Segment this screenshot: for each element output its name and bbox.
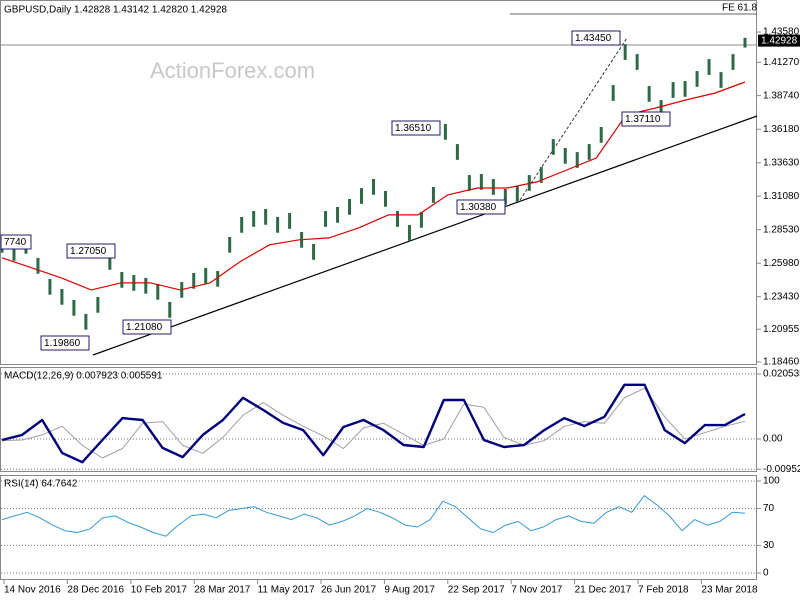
x-tick-label: 7 Feb 2018 bbox=[638, 585, 689, 596]
annotation: 1.27050 bbox=[70, 246, 107, 257]
price-panel bbox=[0, 0, 757, 365]
x-tick-label: 28 Dec 2016 bbox=[67, 585, 124, 596]
x-tick-label: 7 Nov 2017 bbox=[511, 585, 563, 596]
rsi-title: RSI(14) 64.7642 bbox=[4, 479, 78, 490]
y-tick-label: 1.31080 bbox=[763, 191, 800, 202]
y-tick-label: 0.00 bbox=[763, 434, 783, 445]
y-tick-label: 1.20955 bbox=[763, 324, 800, 335]
annotation: 1.36510 bbox=[395, 123, 432, 134]
annotation: 1.37110 bbox=[625, 114, 661, 125]
x-tick-label: 28 Mar 2017 bbox=[194, 585, 251, 596]
x-tick-label: 26 Jun 2017 bbox=[321, 585, 376, 596]
annotation: 1.19860 bbox=[44, 338, 81, 349]
moving-average bbox=[1, 81, 746, 291]
y-tick-label: 100 bbox=[763, 476, 780, 487]
x-tick-label: 23 Mar 2018 bbox=[701, 585, 758, 596]
y-tick-label: 1.23430 bbox=[763, 291, 800, 302]
annotation: 7740 bbox=[4, 237, 27, 248]
annotation-box bbox=[40, 335, 90, 351]
annotation-box bbox=[571, 30, 621, 46]
y-tick-label: 1.18460 bbox=[763, 357, 800, 368]
annotation-box bbox=[0, 234, 32, 250]
last-price-box bbox=[758, 34, 800, 47]
x-tick-label: 22 Sep 2017 bbox=[448, 585, 505, 596]
annotation-box bbox=[391, 120, 441, 136]
annotation-box bbox=[456, 199, 506, 215]
x-tick-label: 10 Feb 2017 bbox=[131, 585, 188, 596]
last-price-label: 1.42928 bbox=[761, 35, 798, 46]
y-tick-label: 1.43580 bbox=[763, 27, 800, 38]
y-tick-label: 0.020535 bbox=[763, 369, 800, 380]
annotation: 1.21080 bbox=[126, 322, 163, 333]
annotation-box bbox=[122, 319, 172, 335]
y-tick-label: 0 bbox=[763, 568, 769, 579]
annotation-box bbox=[66, 243, 116, 259]
annotation: 1.30380 bbox=[460, 202, 497, 213]
y-tick-label: 1.28530 bbox=[763, 224, 800, 235]
x-tick-label: 11 May 2017 bbox=[258, 585, 316, 596]
y-tick-label: 30 bbox=[763, 540, 775, 551]
trend-line bbox=[92, 115, 758, 356]
x-tick-label: 21 Dec 2017 bbox=[575, 585, 632, 596]
y-tick-label: 1.25980 bbox=[763, 258, 800, 269]
annotation: 1.43450 bbox=[575, 33, 612, 44]
y-tick-label: 70 bbox=[763, 503, 775, 514]
y-tick-label: -0.009529 bbox=[763, 464, 800, 475]
annotation-box bbox=[621, 111, 671, 127]
macd-title: MACD(12,26,9) 0.007923 0.005591 bbox=[4, 371, 163, 382]
fe-label: FE 61.8 bbox=[722, 3, 757, 14]
x-tick-label: 14 Nov 2016 bbox=[4, 585, 61, 596]
projection-line bbox=[519, 37, 628, 201]
macd-panel bbox=[0, 367, 757, 472]
y-tick-label: 1.33630 bbox=[763, 157, 800, 168]
rsi-line bbox=[1, 495, 746, 537]
watermark: ActionForex.com bbox=[150, 58, 315, 83]
x-tick-label: 9 Aug 2017 bbox=[384, 585, 435, 596]
y-tick-label: 1.38740 bbox=[763, 90, 800, 101]
rsi-panel bbox=[0, 475, 757, 580]
macd-line bbox=[1, 383, 746, 464]
y-tick-label: 1.41270 bbox=[763, 57, 800, 68]
chart-title: GBPUSD,Daily 1.42828 1.43142 1.42820 1.4… bbox=[4, 5, 227, 16]
y-tick-label: 1.36180 bbox=[763, 124, 800, 135]
